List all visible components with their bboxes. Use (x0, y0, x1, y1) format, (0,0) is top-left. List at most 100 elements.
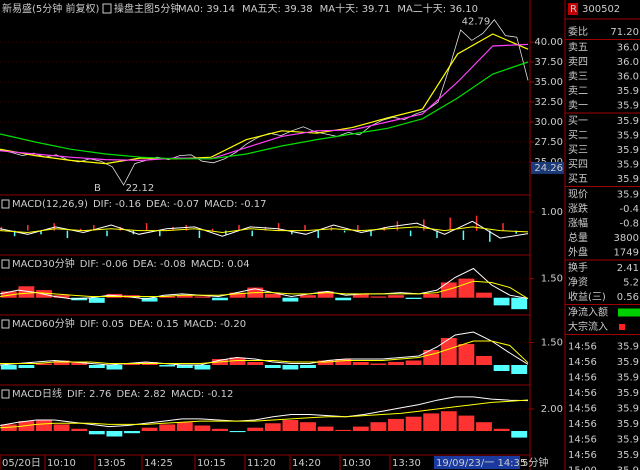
legend-entry: DEA: -0.08 (133, 259, 186, 270)
macd-bar (212, 297, 228, 301)
y-tick-label: 30.00 (534, 117, 563, 128)
macd-bar (476, 422, 492, 431)
macd-bar (357, 225, 359, 231)
quote-label: 收益(三) (568, 290, 606, 303)
legend-entry: MA二十天: 36.10 (397, 2, 478, 15)
quote-label: 换手 (568, 261, 588, 274)
macd-bar (493, 297, 510, 306)
last-price-label: 24.26 (534, 163, 563, 174)
x-tick-label: 13:30 (392, 458, 421, 469)
macd-bar (229, 431, 246, 433)
macd-bar (317, 230, 319, 239)
macd-bar (159, 424, 176, 431)
marker-box (568, 3, 578, 15)
quote-label: 委比 (568, 25, 588, 38)
macd-bar (352, 426, 369, 431)
macd-bar (124, 363, 140, 365)
macd-bar (291, 230, 293, 235)
macd-bar (119, 226, 121, 231)
trade-price: 35.9 (617, 404, 639, 415)
macd-bar (511, 431, 528, 438)
macd-bar (409, 230, 412, 237)
indicator-icon (102, 3, 112, 14)
quote-value: 36.0 (617, 43, 639, 54)
macd-bar (317, 360, 334, 365)
macd-bar (36, 363, 52, 365)
macd-bar (388, 295, 404, 298)
macd-bar (71, 428, 88, 431)
macd-line (0, 220, 529, 239)
trade-price: 35.9 (617, 373, 639, 384)
macd-bar (247, 362, 264, 365)
macd-bar (304, 225, 306, 231)
macd-bar (405, 360, 422, 365)
legend-entry: DIF: 2.76 (67, 389, 111, 400)
macd-bar (489, 230, 491, 242)
panel-title: MACD日线 (12, 387, 62, 400)
macd-bar (335, 429, 352, 431)
legend-entry: DIF: 0.05 (80, 319, 124, 330)
quote-value: 1749 (614, 248, 639, 259)
legend-entry: MACD: -0.12 (171, 389, 233, 400)
quote-value: 5.2 (623, 278, 639, 289)
macd-bar (27, 225, 29, 231)
macd-bar (0, 365, 17, 370)
x-tick-label: 13:05 (97, 458, 126, 469)
macd-bar (300, 295, 316, 298)
legend-entry: MACD: -0.20 (184, 319, 246, 330)
buy-marker: B (94, 183, 101, 194)
trade-price: 35.9 (617, 419, 639, 430)
macd-bar (493, 365, 510, 371)
macd-bar (370, 230, 372, 237)
quote-label: 现价 (568, 189, 588, 201)
bulk-flow-marker (619, 324, 625, 330)
trade-time: 14:56 (568, 388, 597, 399)
macd-bar (423, 413, 440, 431)
macd-bar (229, 357, 246, 365)
y-tick-label: 40.00 (534, 37, 563, 48)
quote-label: 买二 (568, 130, 588, 142)
legend-entry: MA0: 39.14 (178, 4, 235, 15)
quote-label: 总量 (568, 231, 588, 244)
macd-bar (515, 230, 517, 234)
macd-bar (53, 424, 70, 431)
quote-label: 卖三 (568, 71, 588, 83)
macd-bar (53, 360, 70, 365)
macd-bar (370, 363, 387, 365)
macd-bar (0, 291, 17, 298)
moving-average-line (0, 33, 529, 165)
macd-bar (124, 431, 140, 434)
quote-value: -0.4 (619, 204, 639, 215)
moving-average-line (0, 61, 529, 160)
macd-bar (352, 293, 369, 298)
macd-bar (264, 423, 281, 431)
x-tick-label: 10:15 (197, 458, 226, 469)
macd-bar (264, 226, 267, 231)
macd-bar (388, 362, 404, 365)
macd-bar (476, 356, 492, 365)
macd-bar (18, 286, 35, 298)
macd-bar (88, 297, 105, 303)
trade-price: 35.9 (617, 388, 639, 399)
quote-value: 35.9 (617, 101, 639, 112)
macd-line (0, 280, 529, 300)
quote-value: 35.9 (617, 145, 639, 156)
trade-time: 14:56 (568, 435, 597, 446)
trade-price: 35.9 (617, 435, 639, 446)
macd-bar (475, 215, 478, 231)
quote-label: 外盘 (568, 246, 588, 259)
macd-bar (106, 365, 123, 370)
macd-bar (66, 230, 69, 239)
indicator-icon (1, 199, 10, 209)
y-tick-label: 27.50 (534, 137, 563, 148)
quote-label: 卖四 (568, 56, 588, 68)
macd-bar (440, 338, 457, 365)
x-tick-label: 10:10 (47, 458, 76, 469)
macd-bar (198, 230, 201, 239)
quote-value: 35.9 (617, 190, 639, 201)
macd-bar (13, 230, 16, 237)
last-price-box (531, 161, 564, 174)
macd-bar (370, 296, 387, 298)
macd-bar (300, 422, 316, 431)
quote-label: 涨跌 (568, 202, 588, 215)
